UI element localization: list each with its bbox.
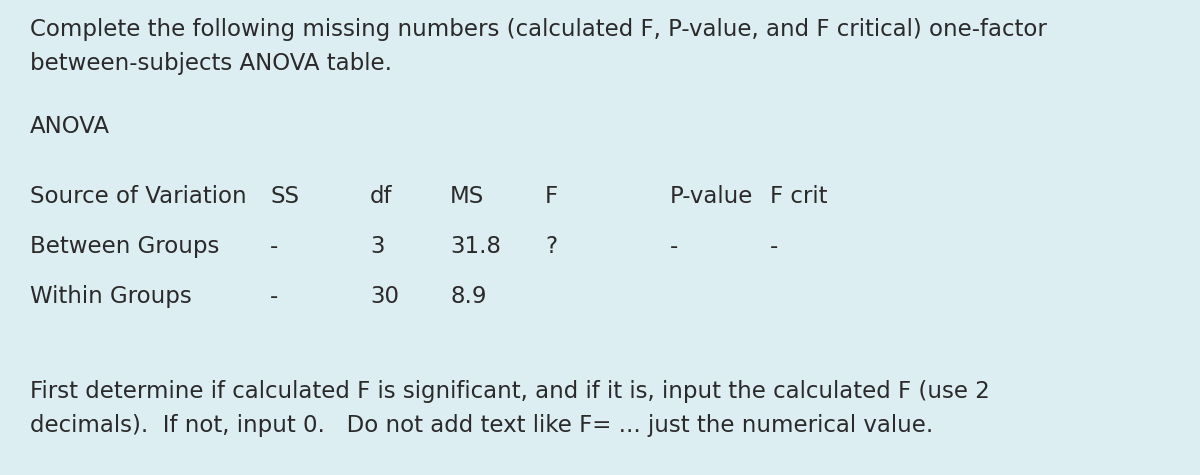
Text: -: - <box>270 285 278 308</box>
Text: 3: 3 <box>370 235 384 258</box>
Text: ?: ? <box>545 235 557 258</box>
Text: Source of Variation: Source of Variation <box>30 185 247 208</box>
Text: -: - <box>670 235 678 258</box>
Text: F: F <box>545 185 558 208</box>
Text: F crit: F crit <box>770 185 828 208</box>
Text: df: df <box>370 185 392 208</box>
Text: SS: SS <box>270 185 299 208</box>
Text: -: - <box>270 235 278 258</box>
Text: First determine if calculated F is significant, and if it is, input the calculat: First determine if calculated F is signi… <box>30 380 990 437</box>
Text: Within Groups: Within Groups <box>30 285 192 308</box>
Text: P-value: P-value <box>670 185 754 208</box>
Text: 8.9: 8.9 <box>450 285 486 308</box>
Text: MS: MS <box>450 185 485 208</box>
Text: Between Groups: Between Groups <box>30 235 220 258</box>
Text: 31.8: 31.8 <box>450 235 502 258</box>
Text: 30: 30 <box>370 285 398 308</box>
Text: Complete the following missing numbers (calculated F, P-value, and F critical) o: Complete the following missing numbers (… <box>30 18 1046 75</box>
Text: -: - <box>770 235 779 258</box>
Text: ANOVA: ANOVA <box>30 115 110 138</box>
